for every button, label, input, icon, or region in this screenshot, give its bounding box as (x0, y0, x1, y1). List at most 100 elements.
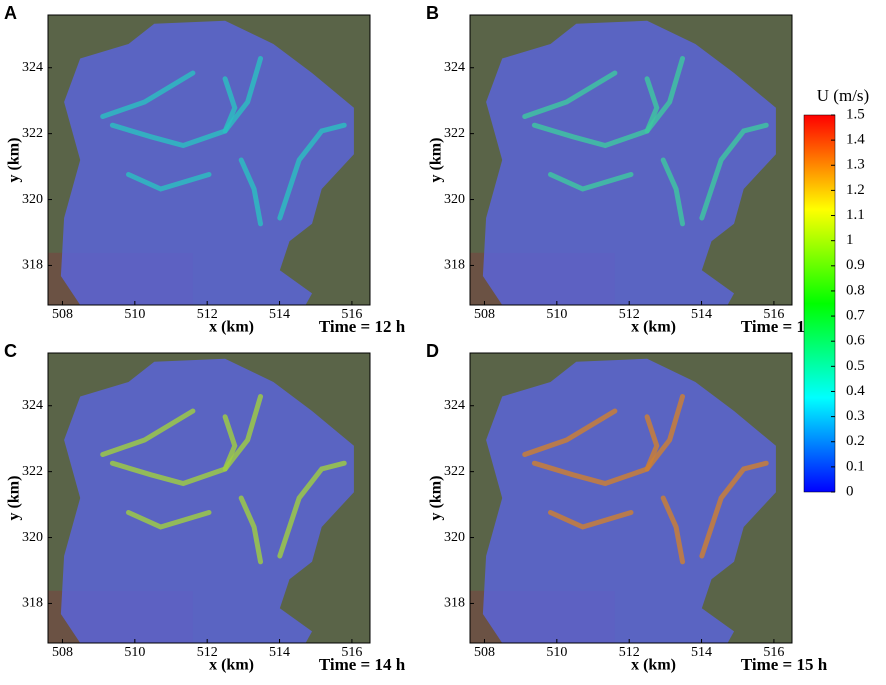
x-tick-label: 512 (619, 645, 640, 660)
time-label: Time = 14 h (319, 655, 406, 674)
x-tick-label: 514 (269, 645, 290, 660)
colorbar-label: U (m/s) (817, 86, 869, 105)
x-tick-label: 516 (341, 645, 362, 660)
catchment (60, 358, 354, 643)
x-tick-label: 510 (124, 307, 145, 322)
y-tick-label: 320 (444, 530, 465, 545)
y-tick-label: 320 (22, 530, 43, 545)
colorbar-tick-label: 1.1 (846, 207, 865, 223)
colorbar-tick-label: 0 (846, 483, 854, 499)
stream (699, 122, 769, 221)
panel: 508 510 512 514 516 318 320 322 324 Dx (km) Time =… (426, 341, 828, 674)
stream (522, 70, 618, 119)
colorbar-tick-label: 1.2 (846, 182, 865, 198)
stream (644, 76, 660, 134)
catchment (60, 20, 354, 306)
x-tick-label: 512 (197, 307, 218, 322)
stream (109, 394, 264, 487)
stream (126, 510, 212, 530)
stream (548, 172, 634, 192)
catchment (482, 20, 776, 306)
colorbar-tick-label: 0.2 (846, 433, 865, 449)
y-tick-label: 324 (22, 60, 43, 75)
y-axis-label: y (km) (428, 476, 445, 521)
x-axis-label: x (km) (631, 657, 676, 674)
y-tick-label: 318 (22, 596, 43, 611)
colorbar-tick-label: 0.3 (846, 408, 865, 424)
stream (660, 495, 686, 565)
colorbar-tick-label: 0.4 (846, 383, 865, 399)
y-tick-label: 322 (444, 464, 465, 479)
y-tick-label: 324 (22, 398, 43, 413)
x-tick-label: 508 (52, 307, 73, 322)
colorbar-tick-label: 1 (846, 232, 854, 248)
y-tick-label: 320 (444, 192, 465, 207)
colorbar (803, 114, 836, 493)
stream (548, 510, 634, 530)
x-tick-label: 514 (691, 307, 712, 322)
x-tick-label: 514 (269, 307, 290, 322)
colorbar-tick-label: 1.4 (846, 132, 865, 148)
x-tick-label: 508 (52, 645, 73, 660)
stream (277, 122, 347, 221)
stream (100, 70, 196, 119)
y-tick-label: 324 (444, 398, 465, 413)
stream (644, 414, 660, 472)
panel-label: B (426, 3, 439, 23)
stream (100, 408, 196, 457)
stream (126, 172, 212, 192)
x-tick-label: 510 (124, 645, 145, 660)
y-axis-label: y (km) (6, 138, 23, 183)
y-tick-label: 320 (22, 192, 43, 207)
x-tick-label: 514 (691, 645, 712, 660)
x-axis-label: x (km) (631, 319, 676, 336)
panel: 508 510 512 514 516 318 320 322 324 Cx (km) Time =… (4, 341, 406, 674)
x-tick-label: 516 (763, 307, 784, 322)
y-axis-label: y (km) (6, 476, 23, 521)
stream (277, 460, 347, 559)
colorbar-tick-label: 0.9 (846, 257, 865, 273)
stream (109, 56, 264, 149)
stream (699, 460, 769, 559)
y-tick-label: 318 (444, 258, 465, 273)
stream (522, 408, 618, 457)
y-tick-label: 324 (444, 60, 465, 75)
y-tick-label: 322 (444, 126, 465, 141)
stream (531, 394, 686, 487)
x-tick-label: 510 (546, 645, 567, 660)
x-tick-label: 512 (619, 307, 640, 322)
colorbar-tick-label: 1.5 (846, 106, 865, 122)
colorbar-tick-label: 0.7 (846, 308, 865, 324)
colorbar-tick-label: 0.5 (846, 358, 865, 374)
x-tick-label: 510 (546, 307, 567, 322)
x-axis-label: x (km) (209, 319, 254, 336)
y-axis-label: y (km) (428, 138, 445, 183)
panel-label: A (4, 3, 17, 23)
stream (531, 56, 686, 149)
x-tick-label: 516 (341, 307, 362, 322)
y-tick-label: 322 (22, 126, 43, 141)
y-tick-label: 318 (444, 596, 465, 611)
plot-frame (47, 14, 371, 306)
x-tick-label: 516 (763, 645, 784, 660)
y-tick-label: 318 (22, 258, 43, 273)
panel-label: D (426, 341, 439, 361)
colorbar-tick-label: 0.1 (846, 458, 865, 474)
plot-frame (469, 14, 793, 306)
stream (222, 76, 238, 134)
x-axis-label: x (km) (209, 657, 254, 674)
y-tick-label: 322 (22, 464, 43, 479)
stream (660, 157, 686, 227)
x-tick-label: 508 (474, 307, 495, 322)
plot-frame (47, 352, 371, 644)
catchment (482, 358, 776, 643)
x-tick-label: 508 (474, 645, 495, 660)
stream (238, 495, 264, 565)
panel-label: C (4, 341, 17, 361)
time-label: Time = 12 h (319, 317, 406, 336)
x-tick-label: 512 (197, 645, 218, 660)
stream (222, 414, 238, 472)
panel: 508 510 512 514 516 318 320 322 324 Ax (km) Time =… (4, 3, 406, 336)
